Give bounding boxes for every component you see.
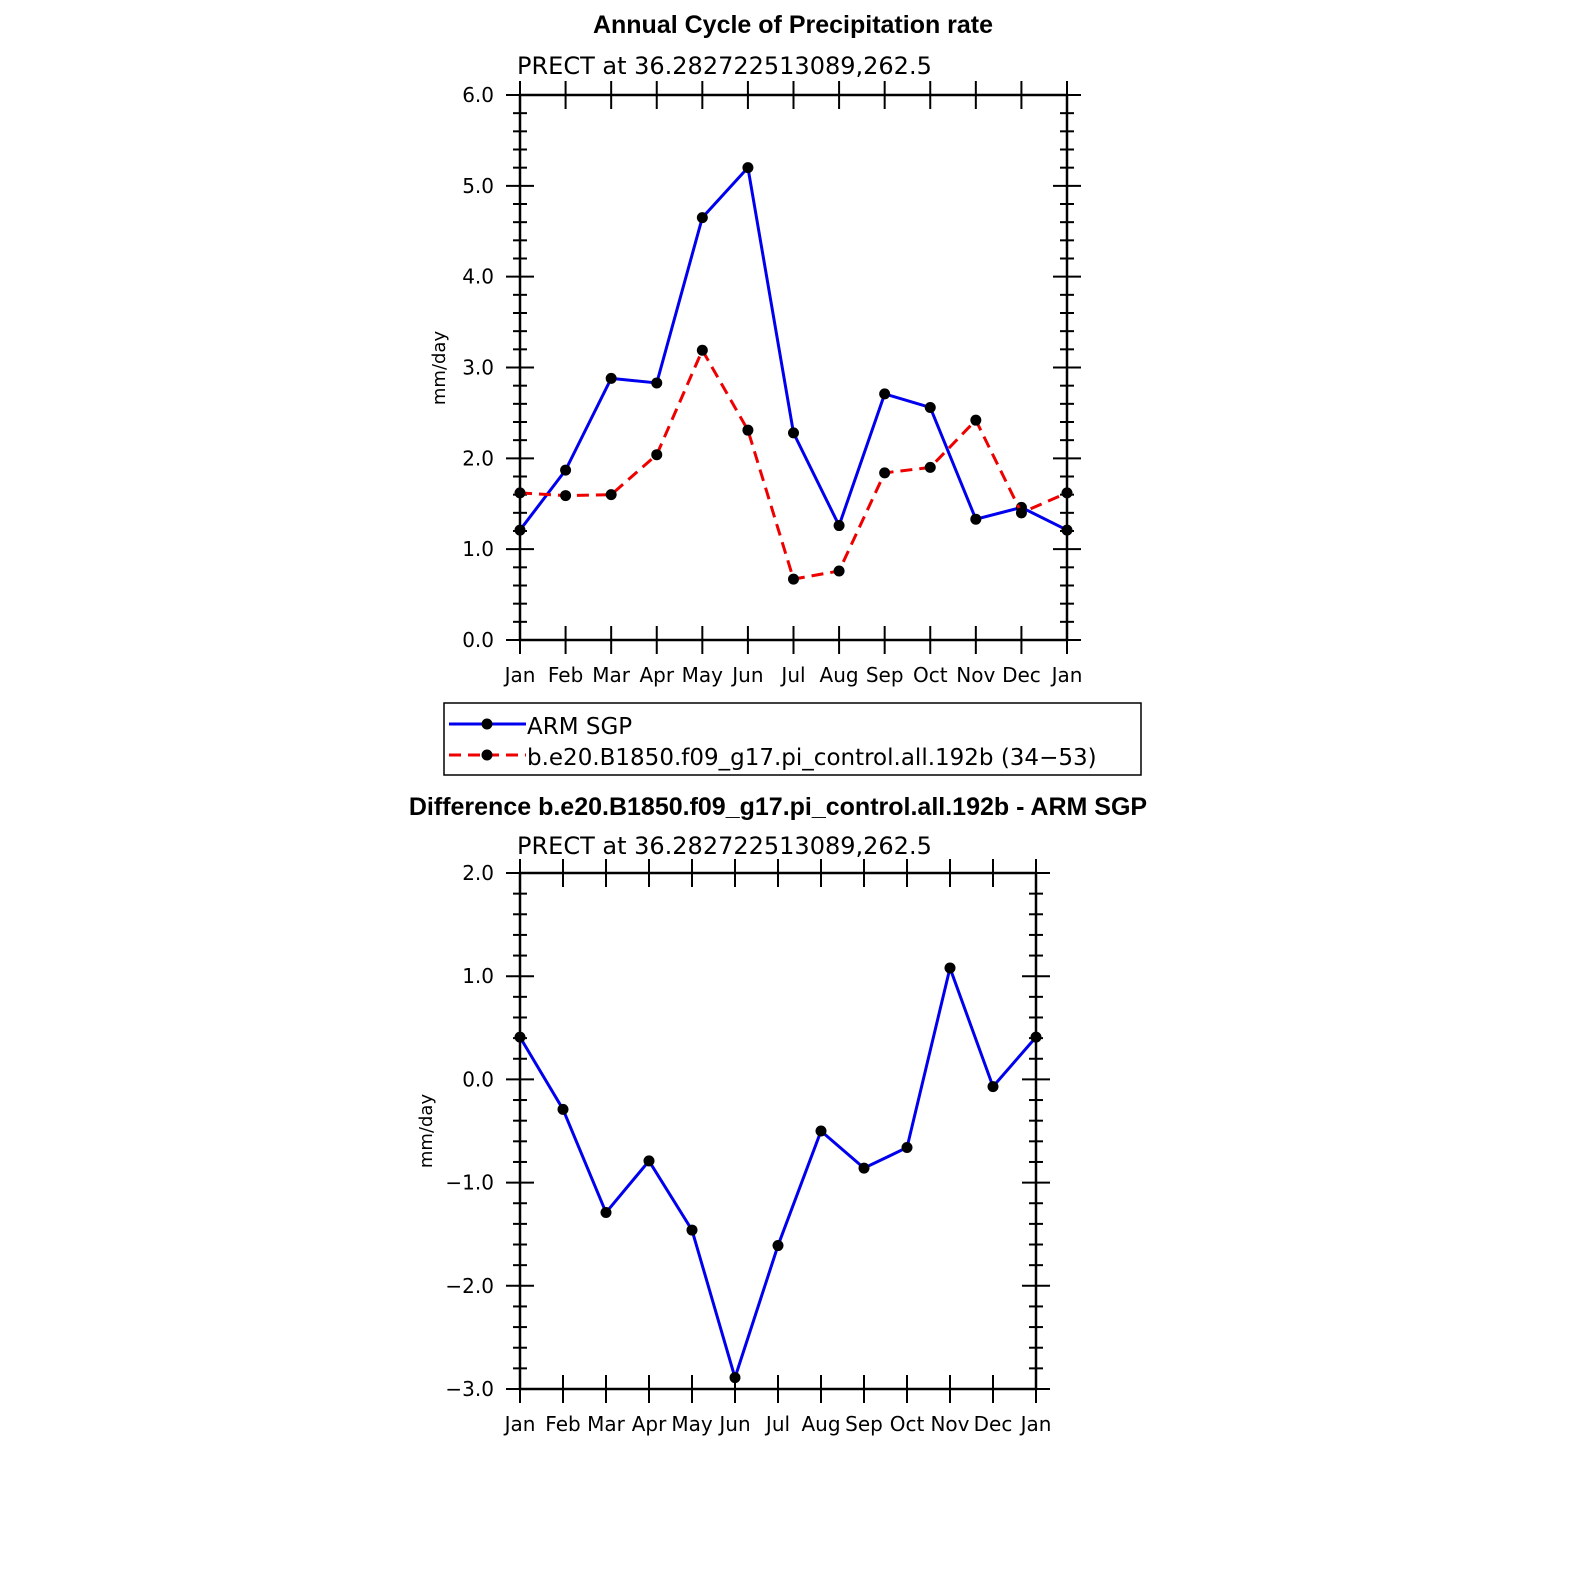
- chart2-x-tick-label: Sep: [845, 1412, 883, 1436]
- chart2-series-1-point: [944, 962, 956, 974]
- chart2-x-tick-label: Jul: [764, 1412, 790, 1436]
- chart2-series-1-point: [772, 1240, 784, 1252]
- chart1-y-tick-label: 3.0: [462, 356, 494, 380]
- chart1-series-1-point: [833, 520, 845, 532]
- chart1-series-2-point: [514, 487, 526, 499]
- chart1-y-tick-label: 5.0: [462, 174, 494, 198]
- chart1-x-tick-label: Aug: [820, 663, 859, 687]
- chart2-y-tick-label: −3.0: [445, 1377, 494, 1401]
- chart1-series-1-point: [560, 464, 572, 476]
- chart1-y-tick-label: 2.0: [462, 446, 494, 470]
- chart2-y-tick-label: 1.0: [462, 964, 494, 988]
- chart2-title: Difference b.e20.B1850.f09_g17.pi_contro…: [409, 793, 1147, 821]
- chart2-y-axis-label: mm/day: [416, 1094, 437, 1169]
- chart1-series-1-point: [879, 388, 891, 400]
- chart2-x-tick-label: Jun: [717, 1412, 750, 1436]
- chart2-series-1-point: [514, 1031, 526, 1043]
- legend-marker-1: [481, 718, 493, 730]
- chart1-x-tick-label: Apr: [639, 663, 674, 687]
- chart1-series-1-point: [788, 427, 799, 439]
- chart1-x-tick-label: May: [682, 663, 724, 687]
- chart1-series-2-point: [924, 461, 936, 473]
- chart1-y-tick-label: 1.0: [462, 537, 494, 561]
- chart1-series-1-point: [696, 212, 708, 224]
- chart2-series-1-point: [686, 1224, 698, 1236]
- chart1-y-axis-label: mm/day: [429, 331, 450, 406]
- chart1-plot-frame: [518, 93, 1069, 642]
- chart2-series-1-point: [729, 1372, 741, 1384]
- chart1-x-tick-label: Jan: [503, 663, 536, 687]
- chart1-series-1-point: [605, 372, 617, 384]
- difference-chart: Difference b.e20.B1850.f09_g17.pi_contro…: [409, 793, 1147, 1436]
- legend-marker-2: [481, 749, 493, 761]
- chart1-y-tick-label: 4.0: [462, 265, 494, 289]
- chart1-x-tick-label: Oct: [913, 663, 948, 687]
- chart1-series-2-point: [651, 449, 663, 461]
- chart1-x-tick-label: Mar: [592, 663, 631, 687]
- chart1-x-tick-label: Jun: [730, 663, 763, 687]
- annual-cycle-chart: Annual Cycle of Precipitation rate PRECT…: [429, 11, 1082, 687]
- chart1-x-tick-label: Nov: [956, 663, 995, 687]
- chart2-y-tick-label: −1.0: [445, 1171, 494, 1195]
- chart2-x-tick-label: Jan: [503, 1412, 536, 1436]
- chart2-x-tick-label: Aug: [801, 1412, 840, 1436]
- chart1-series-2-point: [833, 565, 845, 577]
- chart1-series-2-point: [742, 424, 754, 436]
- chart1-series-2-point: [560, 490, 572, 502]
- chart2-x-tick-label: Jan: [1019, 1412, 1052, 1436]
- chart1-legend: ARM SGP b.e20.B1850.f09_g17.pi_control.al…: [443, 702, 1142, 776]
- chart2-series-1-point: [557, 1103, 569, 1115]
- chart1-x-tick-label: Feb: [548, 663, 583, 687]
- chart1-series-2-point: [970, 414, 982, 426]
- chart1-subtitle: PRECT at 36.282722513089,262.5: [517, 52, 932, 80]
- chart1-series-2-point: [1061, 487, 1073, 499]
- chart1-x-tick-label: Jan: [1050, 663, 1083, 687]
- chart1-series-1-point: [924, 401, 936, 413]
- chart1-series-1-point: [970, 513, 982, 525]
- chart2-x-tick-label: Oct: [890, 1412, 925, 1436]
- chart2-series-1-point: [858, 1162, 870, 1174]
- chart1-x-tick-label: Jul: [779, 663, 805, 687]
- chart1-y-tick-label: 0.0: [462, 628, 494, 652]
- chart1-series-2-point: [605, 489, 617, 501]
- chart2-series-line-1: [518, 962, 1038, 1383]
- legend-label-2: b.e20.B1850.f09_g17.pi_control.all.192b …: [527, 745, 1097, 771]
- chart1-series-2-point: [696, 344, 708, 356]
- chart2-y-tick-label: 2.0: [462, 861, 494, 885]
- chart2-x-tick-label: Dec: [974, 1412, 1013, 1436]
- chart2-subtitle: PRECT at 36.282722513089,262.5: [517, 832, 932, 860]
- chart2-x-tick-label: Nov: [930, 1412, 969, 1436]
- chart2-series-1-point: [1030, 1031, 1042, 1043]
- chart2-y-tick-label: −2.0: [445, 1274, 494, 1298]
- chart1-series-line-1: [518, 164, 1068, 532]
- chart1-series-1-point: [1061, 524, 1073, 536]
- chart2-series-1-point: [987, 1081, 999, 1093]
- chart2-x-tick-label: May: [671, 1412, 713, 1436]
- chart2-series-1-point: [643, 1155, 655, 1167]
- chart1-series-2-point: [788, 573, 799, 585]
- chart1-y-tick-label: 6.0: [462, 83, 494, 107]
- chart1-series-1-point: [514, 524, 526, 536]
- chart2-y-tick-label: 0.0: [462, 1067, 494, 1091]
- chart1-series-line-2: [519, 346, 1068, 581]
- legend-frame: [443, 702, 1142, 776]
- chart1-x-tick-label: Dec: [1002, 663, 1041, 687]
- chart2-series-1-point: [815, 1125, 827, 1137]
- chart2-x-tick-label: Apr: [632, 1412, 667, 1436]
- legend-label-1: ARM SGP: [527, 714, 632, 740]
- chart1-series-1-point: [742, 162, 754, 174]
- chart2-x-tick-label: Feb: [545, 1412, 580, 1436]
- chart1-series-2-point: [879, 467, 891, 479]
- chart1-x-tick-label: Sep: [866, 663, 904, 687]
- chart2-plot-frame: [518, 871, 1038, 1391]
- chart1-title: Annual Cycle of Precipitation rate: [593, 11, 993, 39]
- chart2-series-1-point: [600, 1207, 612, 1219]
- chart2-series-1-point: [901, 1142, 913, 1154]
- chart2-x-tick-label: Mar: [587, 1412, 626, 1436]
- chart1-series-2-point: [1015, 507, 1027, 519]
- chart1-series-1-point: [651, 377, 663, 389]
